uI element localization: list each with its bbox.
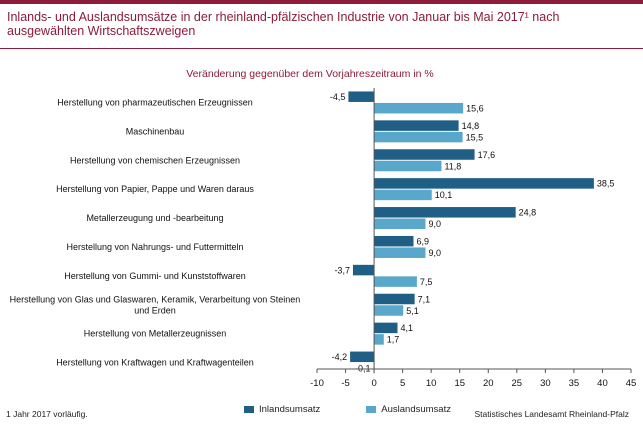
data-label: 6,9 — [416, 236, 429, 246]
bar-ausland — [374, 131, 463, 143]
data-label: -4,5 — [330, 92, 346, 102]
x-tick-label: 20 — [483, 378, 494, 389]
category-label: Herstellung von Nahrungs- und Futtermitt… — [66, 242, 243, 252]
legend-item-inland: Inlandsumsatz — [244, 404, 320, 415]
data-label: -4,2 — [332, 352, 348, 362]
data-label: 9,0 — [428, 248, 441, 258]
data-label: 5,1 — [406, 306, 419, 316]
legend-swatch-inland — [244, 406, 254, 413]
x-tick-label: -5 — [341, 378, 349, 389]
legend: Inlandsumsatz Auslandsumsatz — [244, 404, 451, 415]
legend-label-inland: Inlandsumsatz — [259, 404, 321, 415]
bar-ausland — [374, 247, 426, 258]
bar-ausland — [374, 102, 464, 114]
bar-inland — [374, 120, 459, 131]
bar-inland — [374, 322, 398, 334]
source-note: Statistisches Landesamt Rheinland-Pfalz — [474, 409, 630, 419]
x-tick-label: -10 — [310, 378, 324, 389]
category-label: Herstellung von Gummi- und Kunststoffwar… — [64, 271, 245, 281]
data-label: 38,5 — [597, 179, 615, 189]
category-label: Herstellung von Glas und Glaswaren, Kera… — [10, 294, 301, 315]
data-label: 7,1 — [418, 294, 431, 304]
x-tick-label: 45 — [626, 378, 637, 389]
data-label: 4,1 — [400, 323, 413, 333]
footnote: 1 Jahr 2017 vorläufig. — [6, 409, 88, 419]
data-label: 24,8 — [519, 208, 537, 218]
category-label: Herstellung von Kraftwagen und Kraftwage… — [56, 358, 254, 368]
data-label: 11,8 — [444, 161, 461, 171]
x-tick-label: 40 — [597, 378, 608, 389]
data-label: -3,7 — [334, 265, 350, 275]
category-label: Maschinenbau — [126, 126, 185, 136]
title-rule — [0, 48, 643, 49]
data-label: 15,6 — [466, 103, 484, 113]
category-label: Herstellung von Metallerzeugnissen — [84, 329, 227, 339]
bar-inland — [374, 149, 475, 160]
bar-inland — [374, 293, 415, 305]
bar-chart: Veränderung gegenüber dem Vorjahreszeitr… — [10, 68, 637, 389]
bar-inland — [352, 264, 375, 276]
category-label: Herstellung von chemischen Erzeugnissen — [70, 155, 240, 165]
bar-ausland — [374, 160, 442, 172]
data-label: 10,1 — [435, 190, 453, 200]
bar-ausland — [374, 218, 426, 230]
bar-ausland — [374, 189, 432, 201]
x-tick-label: 0 — [371, 378, 376, 389]
x-tick-label: 30 — [540, 378, 551, 389]
bar-ausland — [374, 276, 417, 287]
x-tick-label: 5 — [400, 378, 405, 389]
x-tick-label: 10 — [426, 378, 437, 389]
category-label: Herstellung von Papier, Pappe und Waren … — [56, 184, 254, 194]
x-tick-label: 15 — [454, 378, 465, 389]
legend-swatch-ausland — [366, 406, 377, 413]
category-label: Herstellung von pharmazeutischen Erzeugn… — [57, 97, 253, 107]
figure-title: Inlands- und Auslandsumsätze in der rhei… — [7, 10, 560, 38]
chart-subtitle: Veränderung gegenüber dem Vorjahreszeitr… — [186, 68, 434, 80]
data-label: 7,5 — [420, 277, 433, 287]
data-label: 15,5 — [466, 132, 484, 142]
bar-inland — [350, 351, 375, 363]
category-label: Metallerzeugung und -bearbeitung — [86, 213, 223, 223]
chart-marks: Herstellung von pharmazeutischen Erzeugn… — [10, 88, 637, 389]
data-label: 17,6 — [478, 150, 496, 160]
x-tick-label: 35 — [569, 378, 580, 389]
bar-inland — [348, 91, 375, 102]
bar-ausland — [374, 305, 404, 316]
bar-ausland — [374, 334, 384, 345]
data-label: 1,7 — [387, 335, 400, 345]
legend-label-ausland: Auslandsumsatz — [381, 404, 451, 415]
data-label: 9,0 — [428, 219, 441, 229]
bar-inland — [374, 207, 516, 218]
bar-inland — [374, 235, 414, 247]
bar-inland — [374, 178, 594, 189]
legend-item-ausland: Auslandsumsatz — [366, 404, 451, 415]
x-tick-label: 25 — [512, 378, 523, 389]
data-label: 14,8 — [462, 121, 480, 131]
